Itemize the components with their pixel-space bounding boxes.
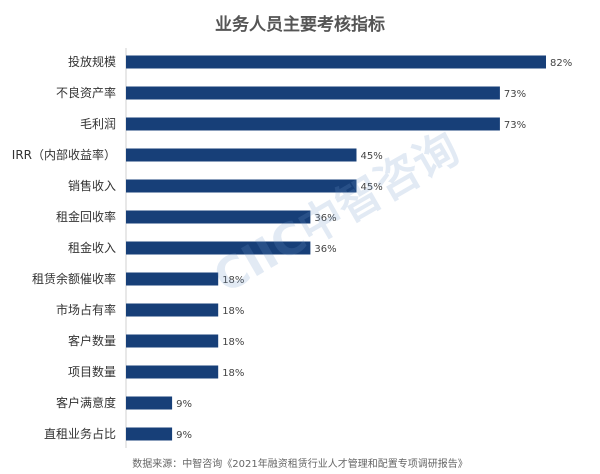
- data-label-直租业务占比: 9%: [176, 430, 192, 441]
- data-label-客户数量: 18%: [222, 337, 244, 348]
- data-label-不良资产率: 73%: [504, 89, 526, 100]
- category-label-销售收入: 销售收入: [68, 178, 116, 193]
- bar-市场占有率: [126, 303, 219, 317]
- data-label-毛利润: 73%: [504, 120, 526, 131]
- category-label-不良资产率: 不良资产率: [56, 85, 116, 100]
- category-label-租赁余额催收率: 租赁余额催收率: [32, 271, 116, 286]
- bar-毛利润: [126, 117, 500, 131]
- data-label-销售收入: 45%: [360, 182, 382, 193]
- bar-客户数量: [126, 334, 219, 348]
- bar-客户满意度: [126, 396, 173, 410]
- bar-租金回收率: [126, 210, 311, 224]
- category-label-市场占有率: 市场占有率: [56, 302, 116, 317]
- category-label-租金收入: 租金收入: [68, 240, 116, 255]
- data-label-市场占有率: 18%: [222, 306, 244, 317]
- bar-投放规模: [126, 55, 546, 69]
- bar-租赁余额催收率: [126, 272, 219, 286]
- category-label-客户满意度: 客户满意度: [56, 395, 116, 410]
- bar-项目数量: [126, 365, 219, 379]
- category-label-租金回收率: 租金回收率: [56, 209, 116, 224]
- category-label-项目数量: 项目数量: [68, 364, 116, 379]
- category-label-客户数量: 客户数量: [68, 333, 116, 348]
- category-label-投放规模: 投放规模: [68, 54, 116, 69]
- data-label-投放规模: 82%: [550, 58, 572, 69]
- bar-销售收入: [126, 179, 357, 193]
- chart-title: 业务人员主要考核指标: [215, 15, 385, 35]
- category-label-直租业务占比: 直租业务占比: [44, 426, 116, 441]
- category-label-IRR-内部收益率: IRR（内部收益率）: [12, 147, 116, 162]
- category-label-毛利润: 毛利润: [80, 117, 116, 131]
- data-label-项目数量: 18%: [222, 368, 244, 379]
- data-label-租赁余额催收率: 18%: [222, 275, 244, 286]
- source-note: 数据来源：中智咨询《2021年融资租赁行业人才管理和配置专项调研报告》: [132, 459, 468, 470]
- bar-租金收入: [126, 241, 311, 255]
- bar-直租业务占比: [126, 427, 173, 441]
- data-label-租金收入: 36%: [314, 244, 336, 255]
- data-label-IRR-内部收益率: 45%: [360, 151, 382, 162]
- bar-不良资产率: [126, 86, 500, 100]
- data-label-客户满意度: 9%: [176, 399, 192, 410]
- data-label-租金回收率: 36%: [314, 213, 336, 224]
- bar-IRR-内部收益率: [126, 148, 357, 162]
